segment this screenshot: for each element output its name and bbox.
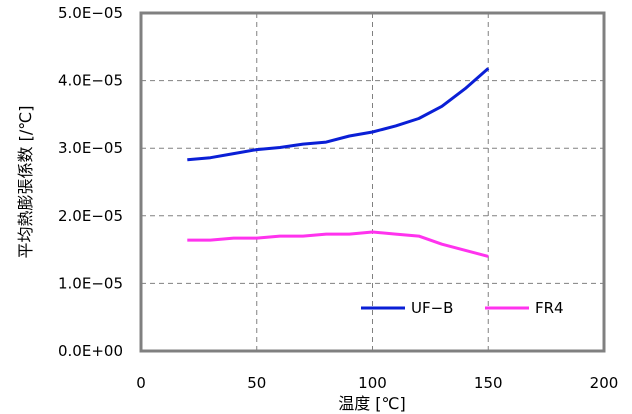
legend-label-uf-b: UF−B [411, 299, 453, 317]
x-tick-label: 0 [136, 374, 146, 392]
y-tick-label: 1.0E−05 [58, 274, 123, 292]
y-tick-label: 0.0E+00 [58, 342, 123, 360]
x-tick-labels: 0 50 100 150 200 [136, 374, 618, 392]
y-tick-label: 2.0E−05 [58, 207, 123, 225]
x-tick-label: 200 [590, 374, 619, 392]
y-tick-labels: 0.0E+00 1.0E−05 2.0E−05 3.0E−05 4.0E−05 5.0E−… [58, 4, 123, 360]
x-tick-label: 150 [474, 374, 503, 392]
y-tick-label: 5.0E−05 [58, 4, 123, 22]
plot-area-frame [139, 11, 606, 353]
x-axis-label: 温度 [℃] [338, 394, 406, 413]
series-lines [187, 67, 490, 258]
y-axis-label: 平均熱膨張係数 [/℃] [16, 106, 35, 259]
legend: UF−B FR4 [361, 299, 564, 317]
series-line-uf-b [187, 67, 490, 162]
y-tick-label: 3.0E−05 [58, 139, 123, 157]
series-line-fr4 [187, 230, 489, 258]
y-tick-label: 4.0E−05 [58, 72, 123, 90]
x-tick-label: 50 [247, 374, 266, 392]
legend-label-fr4: FR4 [535, 299, 564, 317]
x-tick-label: 100 [358, 374, 387, 392]
